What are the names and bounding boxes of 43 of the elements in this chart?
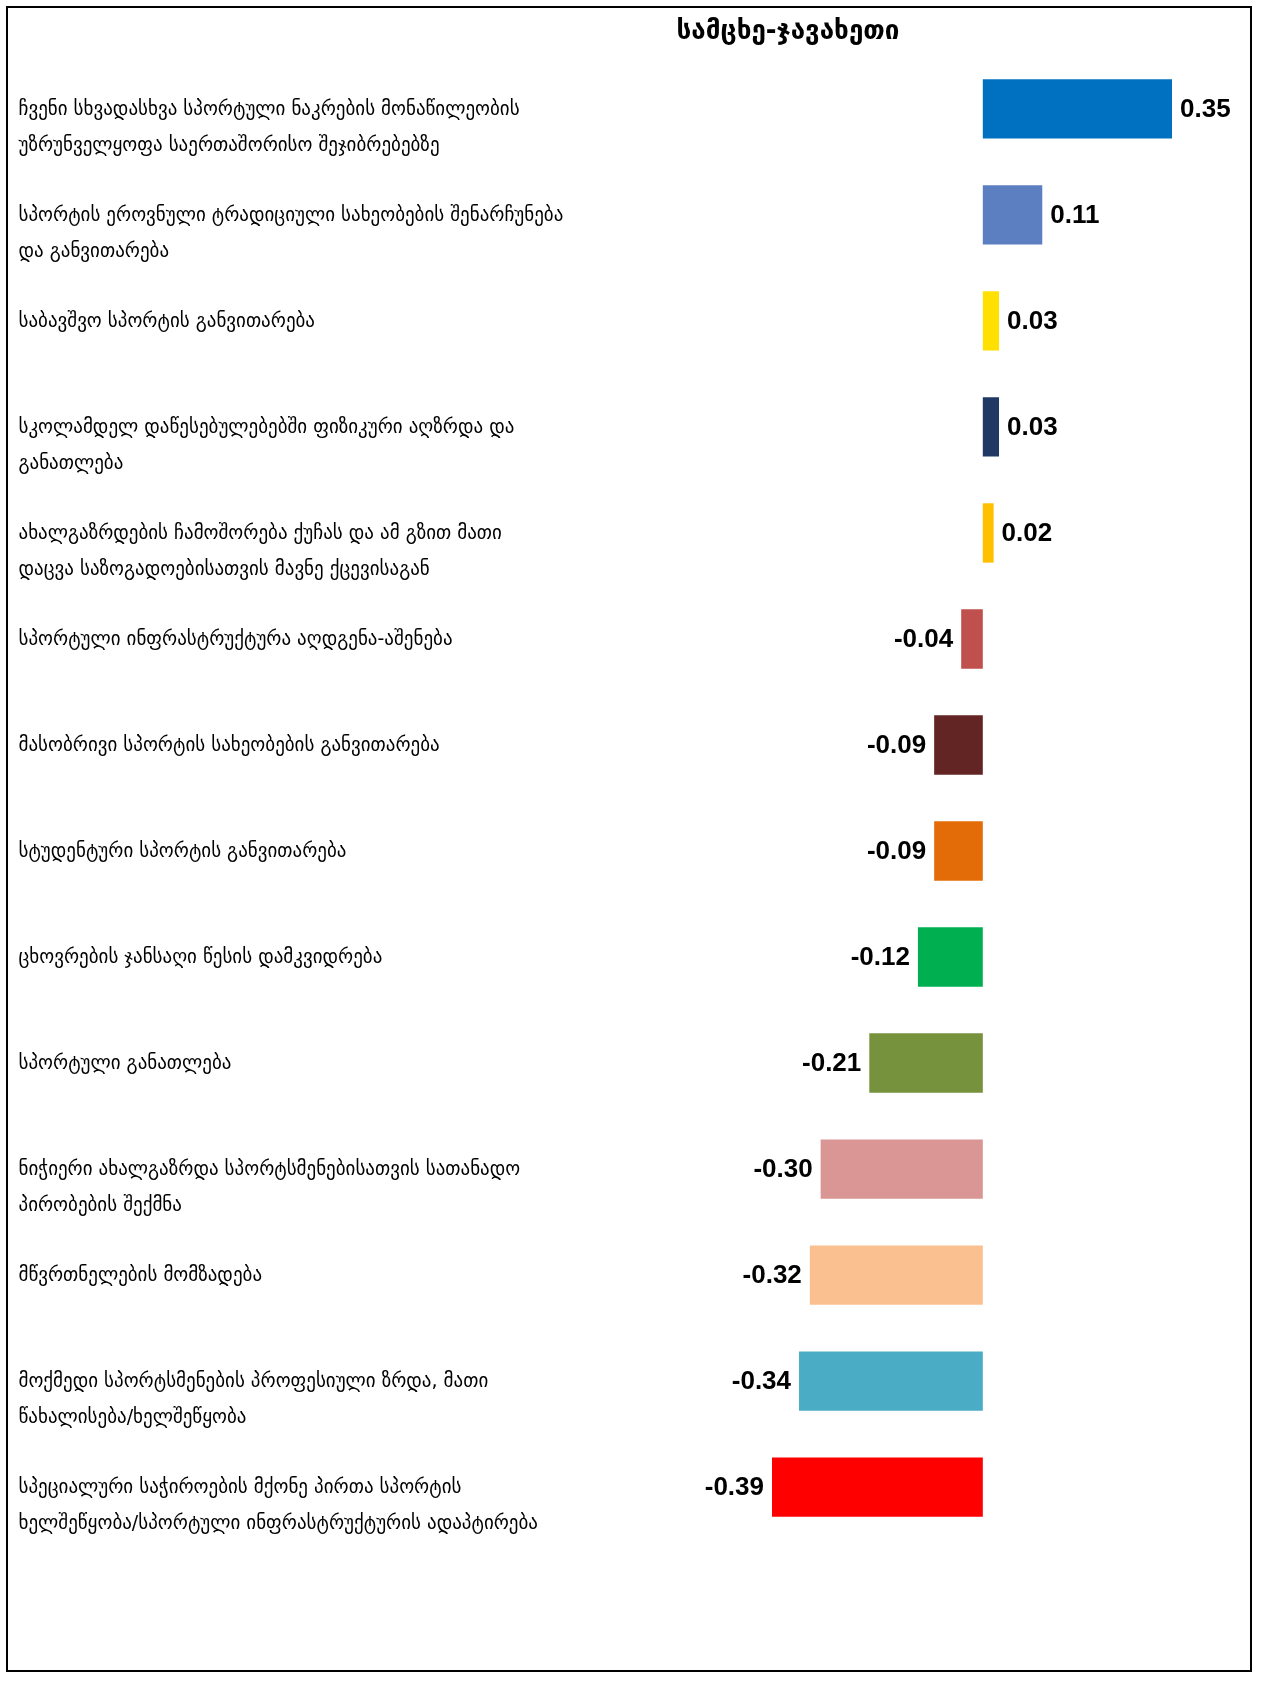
bar [799, 1351, 983, 1411]
data-label: 0.03 [1007, 410, 1058, 441]
y-tick-label: სპორტის ეროვნული ტრადიციული სახეობების შენარჩუნება და განვითარება [18, 202, 564, 262]
bar [917, 927, 983, 987]
bar [869, 1033, 983, 1093]
data-label: 0.02 [1001, 516, 1053, 547]
y-tick-label: ახალგაზრდების ჩამოშორება ქუჩას და ამ გზით მათი დაცვა საზოგადოებისათვის მავნე ქცევისაგან [18, 520, 502, 580]
y-tick-label: ჩვენი სხვადასხვა სპორტული ნაკრების მონაწილეობის უზრუნველყოფა საერთაშორისო შეჯიბრებებზე [18, 96, 520, 156]
y-tick-label: მოქმედი სპორტსმენების პროფესიული ზრდა, მათი წახალისება/ხელშეწყობა [18, 1369, 489, 1429]
y-tick-label: ცხოვრების ჯანსაღი წესის დამკვიდრება [18, 945, 383, 969]
data-label: -0.21 [802, 1047, 862, 1078]
data-label: -0.32 [742, 1259, 802, 1290]
bar [982, 503, 994, 563]
data-label: -0.09 [866, 728, 927, 759]
bar [820, 1139, 983, 1199]
bar [809, 1245, 983, 1305]
y-tick-label: სპეციალური საჭიროების მქონე პირთა სპორტის ხელშეწყობა/სპორტული ინფრასტრუქტურის ადაპტირება [18, 1475, 539, 1535]
data-label: -0.39 [704, 1471, 764, 1502]
data-label: -0.34 [731, 1365, 792, 1396]
bar [934, 715, 983, 775]
data-label: -0.04 [893, 622, 954, 653]
bar [772, 1457, 983, 1517]
chart-title: სამცხე-ჯავახეთი [676, 15, 900, 45]
bar [934, 821, 983, 881]
y-tick-label: სპორტული განათლება [18, 1051, 232, 1075]
data-label: -0.12 [850, 941, 910, 972]
y-tick-label: სკოლამდელ დაწესებულებებში ფიზიკური აღზრდა და განათლება [18, 414, 515, 474]
bar [982, 397, 1000, 457]
y-tick-label: მასობრივი სპორტის სახეობების განვითარება [18, 732, 440, 756]
bar [961, 609, 983, 669]
bar [982, 79, 1172, 139]
data-label: -0.30 [753, 1153, 813, 1184]
data-label: 0.11 [1050, 198, 1100, 229]
y-tick-label: სტუდენტური სპორტის განვითარება [18, 839, 347, 863]
bar [982, 185, 1043, 245]
data-label: 0.03 [1007, 304, 1058, 335]
y-tick-label: საბავშვო სპორტის განვითარება [18, 308, 316, 332]
bar [982, 291, 1000, 351]
y-tick-label: ნიჭიერი ახალგაზრდა სპორტსმენებისათვის სათანადო პირობების შექმნა [18, 1157, 521, 1217]
y-tick-label: მწვრთნელების მომზადება [18, 1263, 263, 1287]
y-tick-label: სპორტული ინფრასტრუქტურა აღდგენა-აშენება [18, 626, 453, 650]
data-label: 0.35 [1180, 92, 1231, 123]
data-label: -0.09 [866, 835, 927, 866]
